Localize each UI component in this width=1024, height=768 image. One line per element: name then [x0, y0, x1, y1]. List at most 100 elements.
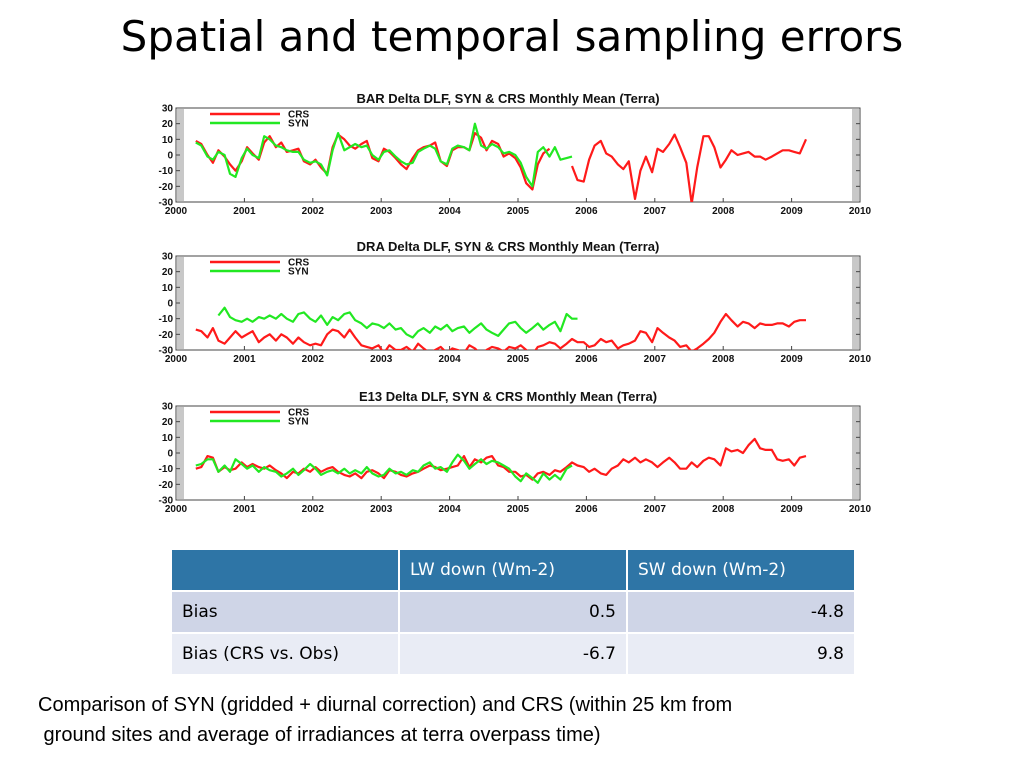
left-axis-band [177, 407, 184, 499]
y-tick-label: 10 [162, 283, 174, 294]
chart-title: DRA Delta DLF, SYN & CRS Monthly Mean (T… [357, 239, 660, 254]
right-axis-band [852, 257, 859, 349]
table-header-sw: SW down (Wm-2) [627, 550, 854, 591]
x-tick-label: 2004 [438, 206, 461, 217]
x-tick-label: 2005 [507, 504, 530, 515]
left-axis-band [177, 257, 184, 349]
y-tick-label: -30 [159, 346, 174, 357]
y-tick-label: 20 [162, 417, 174, 428]
series-line-syn [217, 306, 578, 339]
y-tick-label: 10 [162, 135, 174, 146]
y-tick-label: -20 [159, 480, 174, 491]
x-tick-label: 2006 [575, 354, 598, 365]
caption-line: ground sites and average of irradiances … [38, 724, 601, 746]
chart-e13-delta-dlf: E13 Delta DLF, SYN & CRS Monthly Mean (T… [150, 386, 880, 515]
chart-dra-delta-dlf: DRA Delta DLF, SYN & CRS Monthly Mean (T… [150, 236, 880, 365]
y-tick-label: 0 [167, 449, 173, 460]
x-tick-label: 2001 [233, 354, 256, 365]
x-tick-label: 2008 [712, 504, 735, 515]
x-tick-label: 2001 [233, 504, 256, 515]
chart-svg: DRA Delta DLF, SYN & CRS Monthly Mean (T… [159, 239, 872, 365]
table-header-row: LW down (Wm-2) SW down (Wm-2) [172, 550, 854, 591]
series-group [195, 437, 807, 484]
legend-label-crs: CRS [288, 258, 309, 269]
chart-bar-delta-dlf: BAR Delta DLF, SYN & CRS Monthly Mean (T… [150, 88, 880, 217]
row-label: Bias (CRS vs. Obs) [172, 632, 400, 674]
chart-svg: E13 Delta DLF, SYN & CRS Monthly Mean (T… [159, 389, 872, 515]
series-line-crs [570, 133, 808, 202]
x-tick-label: 2000 [165, 206, 188, 217]
x-tick-label: 2003 [370, 354, 393, 365]
y-tick-label: 0 [167, 299, 173, 310]
x-tick-label: 2005 [507, 206, 530, 217]
caption: Comparison of SYN (gridded + diurnal cor… [38, 690, 998, 750]
x-tick-label: 2007 [644, 354, 667, 365]
chart-svg: BAR Delta DLF, SYN & CRS Monthly Mean (T… [159, 91, 872, 217]
x-tick-label: 2001 [233, 206, 256, 217]
x-tick-label: 2000 [165, 354, 188, 365]
sw-value: -4.8 [627, 590, 854, 633]
x-tick-label: 2010 [849, 504, 872, 515]
y-tick-label: 30 [162, 252, 174, 263]
y-tick-label: 20 [162, 119, 174, 130]
x-tick-label: 2010 [849, 206, 872, 217]
legend-label-syn: SYN [288, 417, 309, 428]
legend-label-syn: SYN [288, 267, 309, 278]
y-tick-label: -30 [159, 496, 174, 507]
y-tick-label: 30 [162, 402, 174, 413]
x-tick-label: 2010 [849, 354, 872, 365]
x-tick-label: 2008 [712, 354, 735, 365]
y-tick-label: 20 [162, 267, 174, 278]
lw-value: -6.7 [399, 632, 628, 674]
x-tick-label: 2005 [507, 354, 530, 365]
y-tick-label: -10 [159, 464, 174, 475]
x-tick-label: 2007 [644, 504, 667, 515]
series-group [195, 122, 808, 202]
x-tick-label: 2000 [165, 504, 188, 515]
legend-label-crs: CRS [288, 110, 309, 121]
series-group [195, 306, 806, 350]
legend-label-crs: CRS [288, 408, 309, 419]
left-axis-band [177, 109, 184, 201]
x-tick-label: 2003 [370, 504, 393, 515]
series-line-syn [195, 122, 573, 188]
right-axis-band [852, 109, 859, 201]
legend-label-syn: SYN [288, 119, 309, 130]
series-line-crs [195, 312, 806, 350]
y-tick-label: -20 [159, 182, 174, 193]
lw-value: 0.5 [399, 590, 628, 633]
y-tick-label: -10 [159, 166, 174, 177]
table-row: Bias (CRS vs. Obs) -6.7 9.8 [172, 632, 854, 674]
y-tick-label: -10 [159, 314, 174, 325]
chart-title: E13 Delta DLF, SYN & CRS Monthly Mean (T… [359, 389, 657, 404]
y-tick-label: -30 [159, 198, 174, 209]
x-tick-label: 2006 [575, 504, 598, 515]
y-tick-label: 0 [167, 151, 173, 162]
caption-line: Comparison of SYN (gridded + diurnal cor… [38, 694, 733, 716]
x-tick-label: 2002 [302, 206, 325, 217]
x-tick-label: 2003 [370, 206, 393, 217]
x-tick-label: 2004 [438, 504, 461, 515]
slide-title: Spatial and temporal sampling errors [120, 12, 904, 61]
x-tick-label: 2004 [438, 354, 461, 365]
x-tick-label: 2002 [302, 504, 325, 515]
y-tick-label: -20 [159, 330, 174, 341]
bias-table: LW down (Wm-2) SW down (Wm-2) Bias 0.5 -… [172, 550, 854, 674]
x-tick-label: 2006 [575, 206, 598, 217]
series-line-syn [195, 453, 573, 484]
y-tick-label: 30 [162, 104, 174, 115]
x-tick-label: 2009 [780, 504, 803, 515]
x-tick-label: 2009 [780, 354, 803, 365]
x-tick-label: 2008 [712, 206, 735, 217]
table-header-lw: LW down (Wm-2) [399, 550, 628, 591]
row-label: Bias [172, 590, 400, 633]
y-tick-label: 10 [162, 433, 174, 444]
plot-frame [175, 405, 861, 501]
table-row: Bias 0.5 -4.8 [172, 590, 854, 633]
plot-frame [175, 107, 861, 203]
x-tick-label: 2002 [302, 354, 325, 365]
table-header-empty [172, 550, 400, 591]
right-axis-band [852, 407, 859, 499]
x-tick-label: 2009 [780, 206, 803, 217]
chart-title: BAR Delta DLF, SYN & CRS Monthly Mean (T… [356, 91, 659, 106]
